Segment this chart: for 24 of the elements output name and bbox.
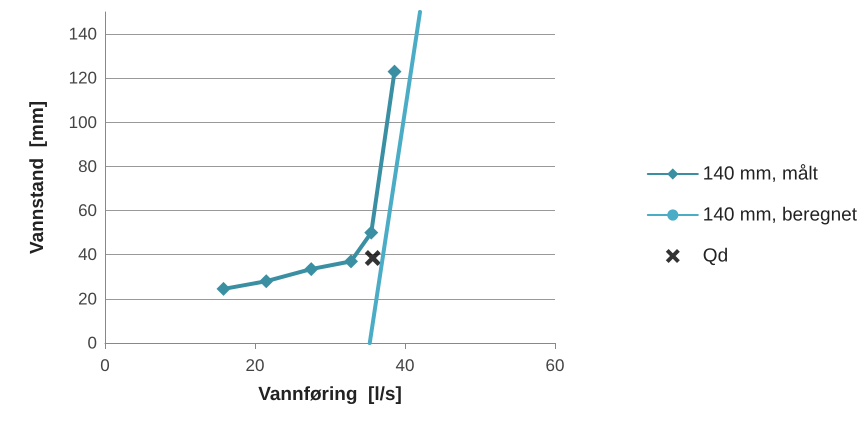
point xyxy=(364,226,378,240)
point xyxy=(388,64,402,79)
x-tick-label: 20 xyxy=(246,356,264,375)
y-tick-label: 140 xyxy=(68,24,97,44)
y-axis-title: Vannstand [mm] xyxy=(27,100,48,254)
point xyxy=(304,262,318,276)
point xyxy=(344,254,358,268)
y-tick-label: 120 xyxy=(68,68,97,88)
y-tick-label: 20 xyxy=(78,289,97,308)
y-tick-label: 80 xyxy=(78,156,97,176)
y-tick-label: 0 xyxy=(88,334,97,352)
point xyxy=(364,250,381,266)
legend-label: 140 mm, beregnet xyxy=(702,204,858,226)
x-tick-label: 40 xyxy=(396,356,414,375)
point xyxy=(216,282,230,296)
legend-label: 140 mm, målt xyxy=(702,164,819,184)
legend-label: Qd xyxy=(702,246,728,266)
x-axis-title: Vannføring [l/s] xyxy=(258,384,402,405)
x-tick-label: 0 xyxy=(100,356,110,375)
x-tick-label: 60 xyxy=(546,356,564,375)
y-tick-label: 100 xyxy=(68,112,97,132)
y-tick-label: 40 xyxy=(78,245,97,264)
point xyxy=(259,274,274,288)
y-tick-label: 60 xyxy=(78,201,97,220)
